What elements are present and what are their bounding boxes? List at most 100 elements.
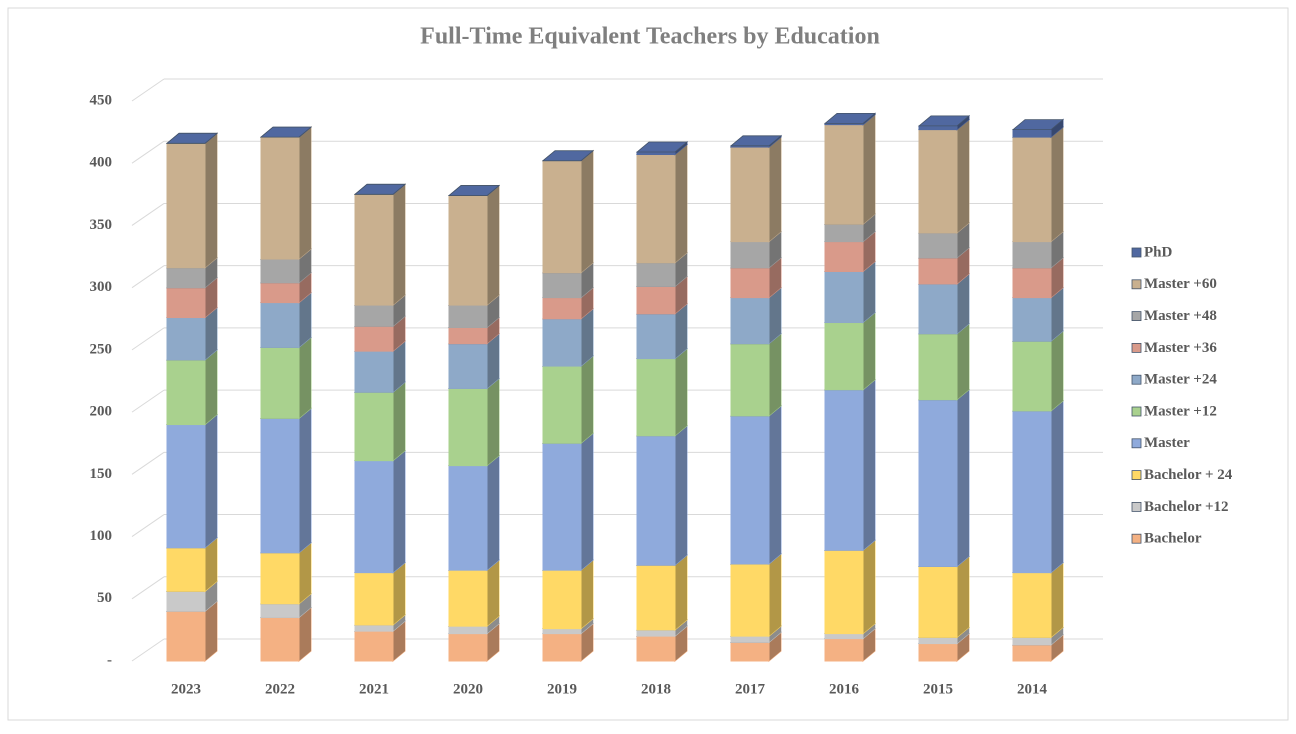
bar (260, 552, 300, 605)
bar (918, 636, 958, 645)
bar (636, 564, 676, 631)
y-tick-label: - (107, 652, 112, 668)
bar (636, 358, 676, 437)
bar-side-shade (393, 382, 405, 461)
bar (824, 223, 864, 243)
bar (636, 435, 676, 566)
bar-segment (259, 126, 313, 138)
bar-side-shade (957, 389, 969, 567)
bar (542, 272, 582, 299)
bar (824, 270, 864, 324)
bar (1012, 241, 1052, 269)
bar (918, 643, 958, 662)
bar (166, 547, 206, 592)
bar-side-shade (581, 560, 593, 629)
y-tick-label: 50 (97, 590, 112, 606)
bar (166, 590, 206, 612)
x-tick-label: 2018 (641, 681, 671, 697)
bar (730, 415, 770, 565)
bar-side-shade (299, 249, 311, 283)
grid-line (131, 203, 165, 226)
bar-segment (353, 449, 407, 574)
bar-segment (729, 134, 783, 149)
bar-segment (823, 112, 877, 126)
bar-top (729, 135, 783, 147)
bar (166, 142, 206, 269)
bar-side-shade (581, 150, 593, 273)
grid-line (131, 514, 165, 537)
bar-side-shade (205, 307, 217, 360)
bar-side-shade (487, 333, 499, 389)
bar (918, 283, 958, 335)
bar-segment (165, 132, 219, 269)
chart-title: Full-Time Equivalent Teachers by Educati… (420, 24, 880, 50)
bar (1012, 572, 1052, 638)
bar-segment (635, 140, 689, 156)
bar (730, 267, 770, 299)
bar-side-shade (299, 607, 311, 661)
bar-segment (447, 332, 501, 390)
bar-segment (917, 118, 971, 234)
y-tick-label: 150 (90, 466, 113, 482)
bar-side-shade (675, 276, 687, 314)
bar-segment (823, 311, 877, 391)
bar (1012, 636, 1052, 646)
bar-side-shade (487, 455, 499, 571)
bar (824, 241, 864, 272)
bar-side-shade (581, 356, 593, 444)
bar-segment (541, 354, 595, 445)
bar (448, 625, 488, 635)
bar-side-shade (863, 379, 875, 551)
bar-side-shade (769, 626, 781, 643)
bar-segment (447, 454, 501, 572)
bar (824, 389, 864, 551)
bar (542, 297, 582, 320)
bar-segment (635, 424, 689, 567)
bar-side-shade (581, 262, 593, 298)
bar (1012, 644, 1052, 662)
bar (542, 318, 582, 367)
bar-segment (917, 388, 971, 568)
bar-side-shade (581, 618, 593, 634)
bar-side-shade (1051, 400, 1063, 573)
grid-line (131, 389, 165, 413)
bar-side-shade (299, 337, 311, 419)
y-tick-label: 250 (90, 341, 113, 357)
bar-side-shade (299, 593, 311, 618)
bar (918, 129, 958, 234)
legend-label: Bachelor (1144, 531, 1202, 547)
bar (260, 346, 300, 419)
bar-side-shade (205, 257, 217, 288)
bar (354, 304, 394, 327)
legend-label: Master +60 (1144, 276, 1217, 292)
bar-side-shade (769, 231, 781, 268)
legend-label: Bachelor + 24 (1144, 467, 1233, 483)
bar-segment (541, 622, 595, 663)
bar (542, 365, 582, 444)
bar (260, 603, 300, 618)
bar (542, 442, 582, 571)
bar (166, 287, 206, 319)
bar (448, 195, 488, 306)
bar-segment (447, 184, 501, 307)
y-tick-label: 300 (90, 279, 113, 295)
bar-top (823, 113, 877, 124)
grid-line (131, 140, 165, 164)
bar (448, 343, 488, 389)
bar (354, 460, 394, 574)
bar-segment (541, 432, 595, 572)
bar (918, 232, 958, 259)
bar-side-shade (205, 581, 217, 612)
legend-swatch (1131, 470, 1142, 481)
bar-side-shade (1051, 331, 1063, 411)
bar-side-shade (1051, 287, 1063, 342)
bar (824, 633, 864, 640)
bar-top (447, 185, 501, 196)
bar-side-shade (393, 184, 405, 306)
bar-side-shade (863, 231, 875, 272)
bar (166, 424, 206, 549)
bar-side-shade (581, 308, 593, 367)
bar (636, 285, 676, 315)
bar-side-shade (863, 312, 875, 390)
bar-segment (635, 554, 689, 631)
